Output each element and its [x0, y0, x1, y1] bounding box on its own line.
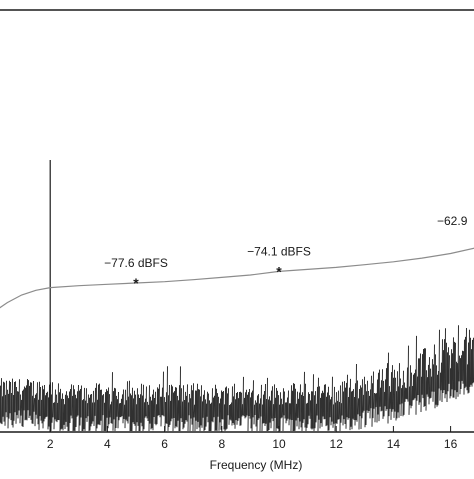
x-tick-label: 14 [387, 437, 401, 451]
x-tick-label: 4 [104, 437, 111, 451]
curve-series [0, 247, 474, 309]
spectrum-trace [0, 325, 474, 432]
x-tick-label: 2 [47, 437, 54, 451]
x-axis: 2 4 6 8 10 12 14 16 [47, 426, 458, 451]
curve-line [0, 247, 474, 309]
marker-group: * −77.6 dBFS * −74.1 dBFS −62.9 [104, 214, 468, 291]
spectrum-series [0, 160, 474, 432]
x-tick-label: 6 [161, 437, 168, 451]
marker-label: −74.1 dBFS [247, 244, 311, 258]
marker-star: * [276, 263, 282, 279]
x-tick-label: 8 [218, 437, 225, 451]
x-tick-label: 16 [444, 437, 458, 451]
marker-star: * [133, 275, 139, 291]
x-axis-label: Frequency (MHz) [210, 458, 303, 472]
x-tick-label: 12 [330, 437, 344, 451]
plot-frame [0, 9, 474, 433]
x-tick-label: 10 [272, 437, 286, 451]
marker-label: −62.9 [437, 214, 468, 228]
marker-label: −77.6 dBFS [104, 256, 168, 270]
